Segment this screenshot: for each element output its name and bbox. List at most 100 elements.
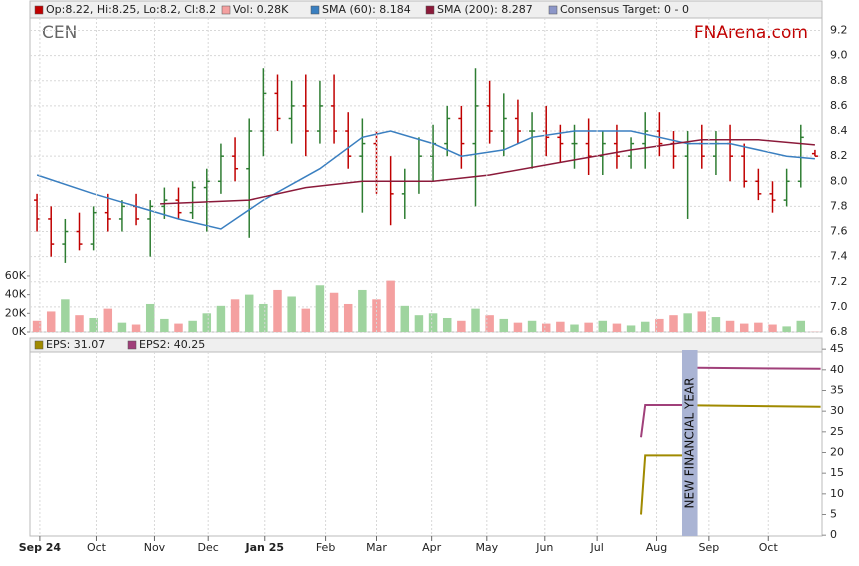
volume-bar [160,318,169,332]
volume-bar [442,317,452,332]
volume-bar [640,321,650,332]
legend-label: Op:8.22, Hi:8.25, Lo:8.2, Cl:8.2 [46,3,216,16]
volume-bar [471,308,480,332]
volume-bar [612,323,622,332]
volume-bar [782,326,791,332]
volume-bar [315,285,325,332]
volume-bar [414,315,424,332]
volume-bar [428,313,438,332]
volume-bar [287,296,296,332]
volume-bar [230,299,240,332]
legend-label: EPS2: 40.25 [139,338,205,351]
x-tick-label: Dec [198,541,219,554]
x-tick-label: May [475,541,498,554]
volume-bar [669,315,678,332]
volume-bar [527,320,537,332]
volume-bar [683,313,692,332]
volume-bar [457,320,466,332]
y-tick-label: 25 [830,425,844,438]
volume-bar [131,324,141,332]
volume-bar [46,311,56,332]
volume-bar [244,294,254,332]
volume-bar [202,313,212,332]
y-tick-label: 9.0 [830,49,848,62]
legend-label: Consensus Target: 0 - 0 [560,3,689,16]
volume-bar [32,320,42,332]
sma-line [160,139,815,205]
y-tick-label: 9.2 [830,24,848,37]
x-tick-label: Jan 25 [245,541,284,554]
x-tick-label: Sep 24 [19,541,62,554]
y-tick-label: 7.6 [830,225,848,238]
watermark: FNArena.com [694,23,808,43]
volume-bar [301,308,311,332]
price-panel [29,17,823,333]
volume-bar [541,323,551,332]
y-tick-label: 20 [830,446,844,459]
y-tick-label: 8.8 [830,74,848,87]
vol-tick-label: 20K [5,306,27,319]
legend-swatch [548,5,558,15]
x-tick-label: Feb [316,541,335,554]
volume-bar [796,320,806,332]
y-tick-label: 7.8 [830,199,848,212]
volume-bar [117,322,127,332]
volume-bar [655,318,664,332]
y-tick-label: 8.6 [830,99,848,112]
volume-bar [61,299,70,332]
volume-bar [145,303,155,332]
sma-line [36,130,815,230]
legend-label: SMA (60): 8.184 [322,3,411,16]
legend-swatch [310,5,320,15]
volume-bar [485,315,494,332]
volume-bar [598,320,608,332]
legend-swatch [221,5,231,15]
legend-swatch [34,340,44,350]
y-tick-label: 45 [830,342,844,355]
volume-bar [259,303,268,332]
volume-bar [556,321,565,332]
y-tick-label: 0 [830,528,837,541]
volume-bar [358,289,367,332]
x-tick-label: Oct [87,541,107,554]
volume-bar [188,320,197,332]
legend-swatch [34,5,44,15]
volume-bar [513,322,523,332]
y-tick-label: 10 [830,487,844,500]
y-tick-label: 8.2 [830,149,848,162]
volume-bar [711,317,721,332]
legend-swatch [425,5,435,15]
x-tick-label: Sep [698,541,719,554]
y-tick-label: 7.0 [830,300,848,313]
y-tick-label: 15 [830,466,844,479]
x-tick-label: Jul [589,541,603,554]
y-tick-label: 7.4 [830,250,848,263]
y-tick-label: 6.8 [830,325,848,338]
volume-bar [400,305,410,332]
nfy-label: NEW FINANCIAL YEAR [682,378,696,509]
volume-bar [273,289,282,332]
y-tick-label: 30 [830,404,844,417]
y-tick-label: 40 [830,363,844,376]
x-tick-label: Oct [759,541,779,554]
volume-bar [768,324,777,332]
legend-label: EPS: 31.07 [46,338,105,351]
y-tick-label: 7.2 [830,275,848,288]
eps-line [640,366,821,438]
x-tick-label: Apr [422,541,442,554]
y-tick-label: 8.0 [830,174,848,187]
x-tick-label: Mar [366,541,387,554]
y-tick-label: 8.4 [830,124,848,137]
volume-bar [216,305,226,332]
eps-line [640,404,821,515]
volume-bar [75,315,84,332]
vol-tick-label: 60K [5,269,27,282]
volume-bar [739,323,749,332]
volume-bar [725,320,735,332]
volume-bar [343,303,353,332]
legend-label: SMA (200): 8.287 [437,3,533,16]
nfy-band [681,350,698,536]
volume-bar [499,318,509,332]
x-tick-label: Nov [144,541,166,554]
